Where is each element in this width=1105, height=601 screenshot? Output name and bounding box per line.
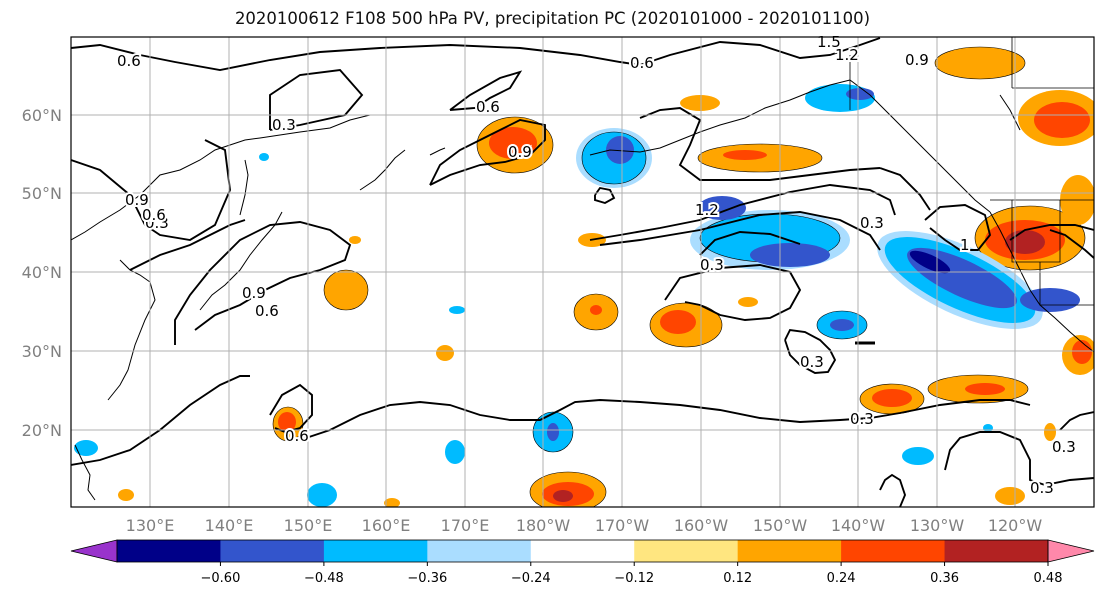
colorbar-tick-label: 0.48 — [1034, 571, 1063, 586]
contour-label: 0.3 — [1052, 438, 1076, 456]
lon-label: 150°E — [284, 516, 333, 535]
contour-label: 0.3 — [145, 214, 169, 232]
contour-label: 0.3 — [700, 256, 724, 274]
lon-label: 160°W — [674, 516, 729, 535]
contour-label: 0.6 — [117, 52, 141, 70]
contour-label: 0.6 — [476, 98, 500, 116]
colorbar-tick-label: −0.12 — [614, 571, 654, 586]
colorbar-tick-label: −0.48 — [304, 571, 344, 586]
colorbar-frame — [116, 539, 1049, 563]
positive-precip-areas — [118, 46, 1094, 507]
colorbar-swatches — [70, 539, 1095, 563]
lat-label: 20°N — [22, 421, 62, 440]
colorbar-extend-min — [70, 539, 118, 563]
pv-contours — [71, 37, 1094, 507]
colorbar-tick-label: −0.60 — [201, 571, 241, 586]
lon-label: 140°E — [205, 516, 254, 535]
contour-label: 1.2 — [835, 46, 859, 64]
colorbar-tick-label: −0.24 — [511, 571, 551, 586]
contour-label: 0.9 — [508, 143, 532, 161]
contour-label: 0.6 — [285, 427, 309, 445]
colorbar-tick-label: 0.36 — [930, 571, 959, 586]
negative-precip-areas — [74, 84, 1080, 507]
graticule — [71, 37, 1094, 507]
contour-label: 0.3 — [800, 353, 824, 371]
colorbar-swatch — [841, 540, 946, 562]
colorbar-tick-label: 0.24 — [827, 571, 856, 586]
lat-label: 50°N — [22, 184, 62, 203]
contour-label: 0.9 — [125, 191, 149, 209]
contour-labels: 0.6 0.6 0.6 0.3 0.9 1.2 1.5 0.3 0.9 0.6 … — [115, 31, 1078, 499]
colorbar-ticks: −0.60 −0.48 −0.36 −0.24 −0.12 0.12 0.24 0.36 0.4… — [201, 562, 1063, 586]
precipitation-shading — [74, 46, 1094, 507]
contour-label: 0.3 — [1030, 479, 1054, 497]
lon-label: 160°E — [362, 516, 411, 535]
political-borders — [849, 37, 1094, 306]
contour-label: 0.3 — [850, 410, 874, 428]
lon-label: 170°E — [441, 516, 490, 535]
contour-label: 0.6 — [255, 302, 279, 320]
lat-label: 30°N — [22, 342, 62, 361]
map-frame — [70, 36, 1095, 508]
map-title: 2020100612 F108 500 hPa PV, precipitatio… — [234, 9, 871, 28]
colorbar-swatch — [117, 540, 221, 562]
colorbar-swatch — [323, 540, 428, 562]
contour-label: 0.3 — [272, 116, 296, 134]
contour-label: 0.9 — [242, 284, 266, 302]
colorbar-swatch — [427, 540, 532, 562]
contour-label: 0.6 — [630, 54, 654, 72]
colorbar-tick-label: −0.36 — [407, 571, 447, 586]
contour-label: 0.6 — [142, 206, 166, 224]
longitude-axis: 130°E 140°E 150°E 160°E 170°E 180°W 170°… — [126, 516, 1043, 535]
lat-label: 40°N — [22, 263, 62, 282]
colorbar-swatch — [634, 540, 739, 562]
colorbar-swatch — [944, 540, 1049, 562]
lon-label: 140°W — [831, 516, 886, 535]
contour-label: 1.2 — [695, 201, 719, 219]
colorbar-swatch — [220, 540, 325, 562]
lon-label: 130°E — [126, 516, 175, 535]
latitude-axis: 60°N 50°N 40°N 30°N 20°N — [22, 106, 62, 440]
colorbar-tick-label: 0.12 — [723, 571, 752, 586]
colorbar-swatch — [737, 540, 842, 562]
lat-label: 60°N — [22, 106, 62, 125]
contour-label: 0.3 — [860, 214, 884, 232]
lon-label: 150°W — [753, 516, 808, 535]
colorbar-extend-max — [1047, 539, 1095, 563]
lon-label: 120°W — [988, 516, 1043, 535]
lon-label: 130°W — [910, 516, 965, 535]
contour-label: 0.9 — [905, 51, 929, 69]
lon-label: 170°W — [595, 516, 650, 535]
colorbar-swatch — [530, 540, 635, 562]
contour-label: 1 — [960, 236, 970, 254]
lon-label: 180°W — [516, 516, 571, 535]
